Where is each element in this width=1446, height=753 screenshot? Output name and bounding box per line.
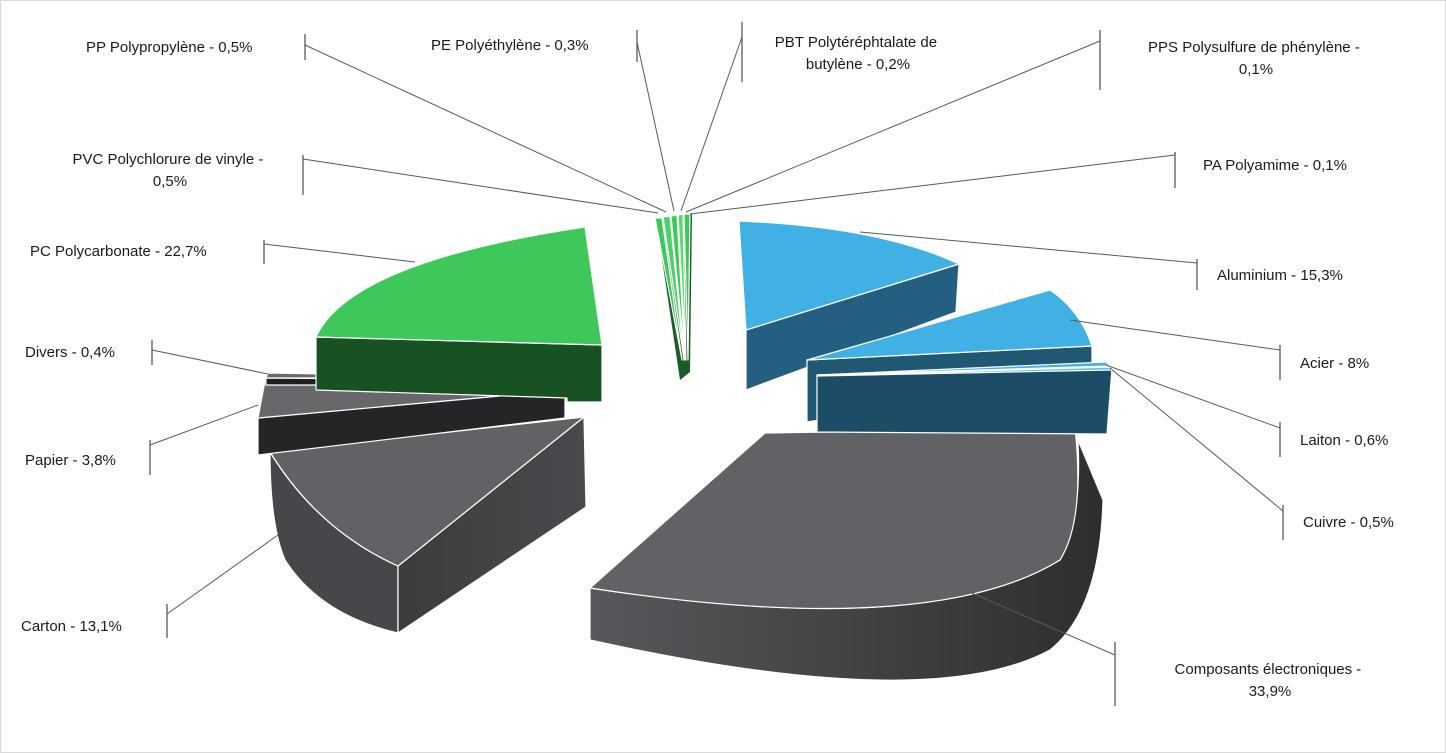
pps-pa-top [683,213,691,361]
slice-aluminium [738,220,960,391]
data-labels: Composants électroniques - 33,9% Carton … [21,34,1394,700]
label-carton: Carton - 13,1% [21,618,122,635]
leader-lines [149,22,1284,706]
label-pp: PP Polypropylène - 0,5% [86,39,253,56]
slice-small-plastics [654,213,692,380]
aluminium-top [738,220,960,331]
carton-top [269,416,585,567]
leader-cuivre [1109,367,1284,512]
label-pvc: PVC Polychlorure de vinyle - 0,5% [72,151,267,190]
pbt-top [677,213,687,361]
leader-pa [689,154,1176,215]
slice-carton [269,416,587,634]
label-divers: Divers - 0,4% [25,344,115,361]
leader-papier [149,404,259,446]
leader-divers [151,349,269,375]
laiton-cuivre-side [816,367,1113,435]
label-pc: PC Polycarbonate - 22,7% [30,243,207,260]
leader-aluminium [859,231,1198,264]
pc-top [315,226,603,346]
laiton-top [816,361,1111,376]
pvc-top [654,217,683,361]
leader-laiton [1105,364,1281,429]
leader-carton [166,534,279,615]
label-papier: Papier - 3,8% [25,452,116,469]
label-pe: PE Polyéthylène - 0,3% [431,37,589,54]
leader-pe [636,41,675,212]
label-pa: PA Polyamime - 0,1% [1203,157,1347,174]
slice-pc-polycarbonate [315,226,603,403]
leader-composants [959,587,1116,656]
leader-pc [263,243,416,263]
slice-composants-electroniques [589,427,1104,681]
pe-top [670,214,686,361]
acier-top [806,289,1093,361]
leader-pps [685,40,1101,213]
slice-laiton-cuivre [816,361,1113,435]
leader-acier [1069,319,1281,351]
leader-pbt [680,36,743,212]
composants-top [589,427,1079,610]
leader-pvc [302,158,659,214]
label-cuivre: Cuivre - 0,5% [1303,514,1394,531]
label-acier: Acier - 8% [1300,355,1369,372]
leader-pp [304,44,667,213]
pp-top [662,215,685,361]
label-laiton: Laiton - 0,6% [1300,432,1388,449]
label-pps: PPS Polysulfure de phénylène - 0,1% [1148,39,1364,78]
label-aluminium: Aluminium - 15,3% [1217,267,1343,284]
label-pbt: PBT Polytéréphtalate de butylène - 0,2% [775,34,942,73]
label-composants: Composants électroniques - 33,9% [1175,661,1366,700]
